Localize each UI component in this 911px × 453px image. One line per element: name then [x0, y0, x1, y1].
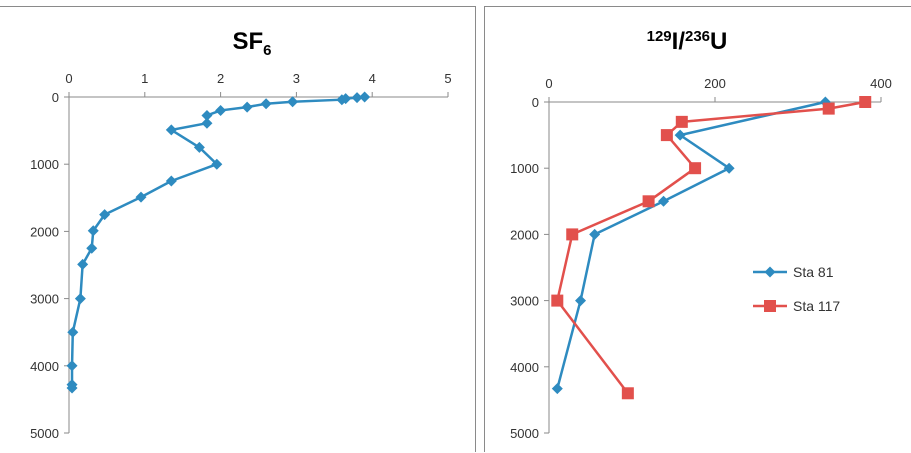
iu-series-1-point: [822, 102, 835, 115]
iu-x-tick-label: 0: [545, 76, 552, 91]
sf6-series-0-point: [260, 98, 272, 110]
sf6-series-0-point: [201, 117, 213, 129]
sf6-series-0-point: [66, 382, 78, 394]
sf6-x-tick-label: 0: [65, 71, 72, 86]
iu-series-1-point: [859, 96, 872, 108]
legend-label-0: Sta 81: [793, 264, 834, 280]
iu-y-tick-label: 3000: [510, 294, 539, 309]
sf6-series-0-point: [201, 109, 213, 121]
sf6-series-0-point: [66, 360, 78, 372]
sf6-series-0-point: [87, 225, 99, 237]
sf6-x-tick-label: 5: [444, 71, 451, 86]
legend-marker-0: [764, 266, 776, 278]
sf6-series-0-point: [74, 293, 86, 305]
sf6-series-0-point: [165, 175, 177, 187]
sf6-series-0-point: [77, 258, 89, 270]
legend-marker-1: [764, 300, 776, 312]
sf6-x-tick-label: 1: [141, 71, 148, 86]
sf6-y-tick-label: 3000: [30, 292, 59, 307]
iu-series-0-point: [575, 295, 587, 307]
sf6-series-0-point: [99, 209, 111, 221]
legend-label-1: Sta 117: [793, 298, 840, 314]
sf6-series-0-point: [165, 124, 177, 136]
sf6-y-tick-label: 0: [52, 90, 59, 105]
iu-x-tick-label: 400: [870, 76, 892, 91]
iu-y-tick-label: 5000: [510, 426, 539, 441]
sf6-series-line-0: [70, 95, 365, 388]
iu-series-0-point: [723, 162, 735, 174]
iu-y-tick-label: 0: [532, 95, 539, 110]
iu-series-line-0: [556, 100, 826, 389]
sf6-chart-panel: SF6 0 1 2 3 4 5 0 1000 2000 3000 4000 5000: [0, 6, 476, 452]
sf6-series-0-point: [86, 242, 98, 254]
sf6-series-0-point: [215, 104, 227, 116]
sf6-series-0-point: [211, 158, 223, 170]
sf6-x-tick-label: 4: [369, 71, 376, 86]
sf6-series-0-point: [67, 326, 79, 338]
sf6-chart: SF6 0 1 2 3 4 5 0 1000 2000 3000 4000 5000: [30, 28, 452, 441]
iu-series-0-point: [658, 195, 670, 207]
iu-series-1-point: [621, 387, 634, 400]
iu-series-line-1: [556, 100, 866, 395]
iu-series-0-point: [674, 129, 686, 141]
iu-series-1-point: [566, 228, 579, 241]
sf6-y-tick-label: 1000: [30, 157, 59, 172]
sf6-series-0-point: [135, 191, 147, 203]
iu-series-1-point: [675, 115, 688, 128]
iu-series-0-point: [551, 383, 563, 395]
chart-title: 129I/236U: [647, 28, 728, 55]
iu-series-1-point: [689, 162, 702, 175]
iu-series-1-point: [660, 129, 673, 142]
chart-title: SF6: [232, 28, 271, 59]
sf6-y-tick-label: 4000: [30, 359, 59, 374]
sf6-x-tick-label: 3: [293, 71, 300, 86]
sf6-x-tick-label: 2: [217, 71, 224, 86]
iu-series-0-point: [589, 228, 601, 240]
sf6-series-0-point: [336, 94, 348, 106]
sf6-y-tick-label: 5000: [30, 426, 59, 441]
iu-x-tick-label: 200: [704, 76, 726, 91]
iodine-uranium-chart-panel: 129I/236U 0 200 400 0 1000 2000 3000 4000 5000 Sta…: [484, 6, 911, 452]
iu-series-1-point: [551, 294, 564, 307]
sf6-y-tick-label: 2000: [30, 224, 59, 239]
sf6-series-0-point: [241, 101, 253, 113]
iu-y-tick-label: 1000: [510, 161, 539, 176]
iu-series-1-point: [642, 195, 655, 208]
sf6-series-0-point: [193, 141, 205, 153]
sf6-series-0-point: [359, 91, 371, 103]
sf6-series-0-point: [351, 92, 363, 104]
sf6-series-0-point: [287, 96, 299, 108]
iu-y-tick-label: 2000: [510, 227, 539, 242]
iu-y-tick-label: 4000: [510, 360, 539, 375]
